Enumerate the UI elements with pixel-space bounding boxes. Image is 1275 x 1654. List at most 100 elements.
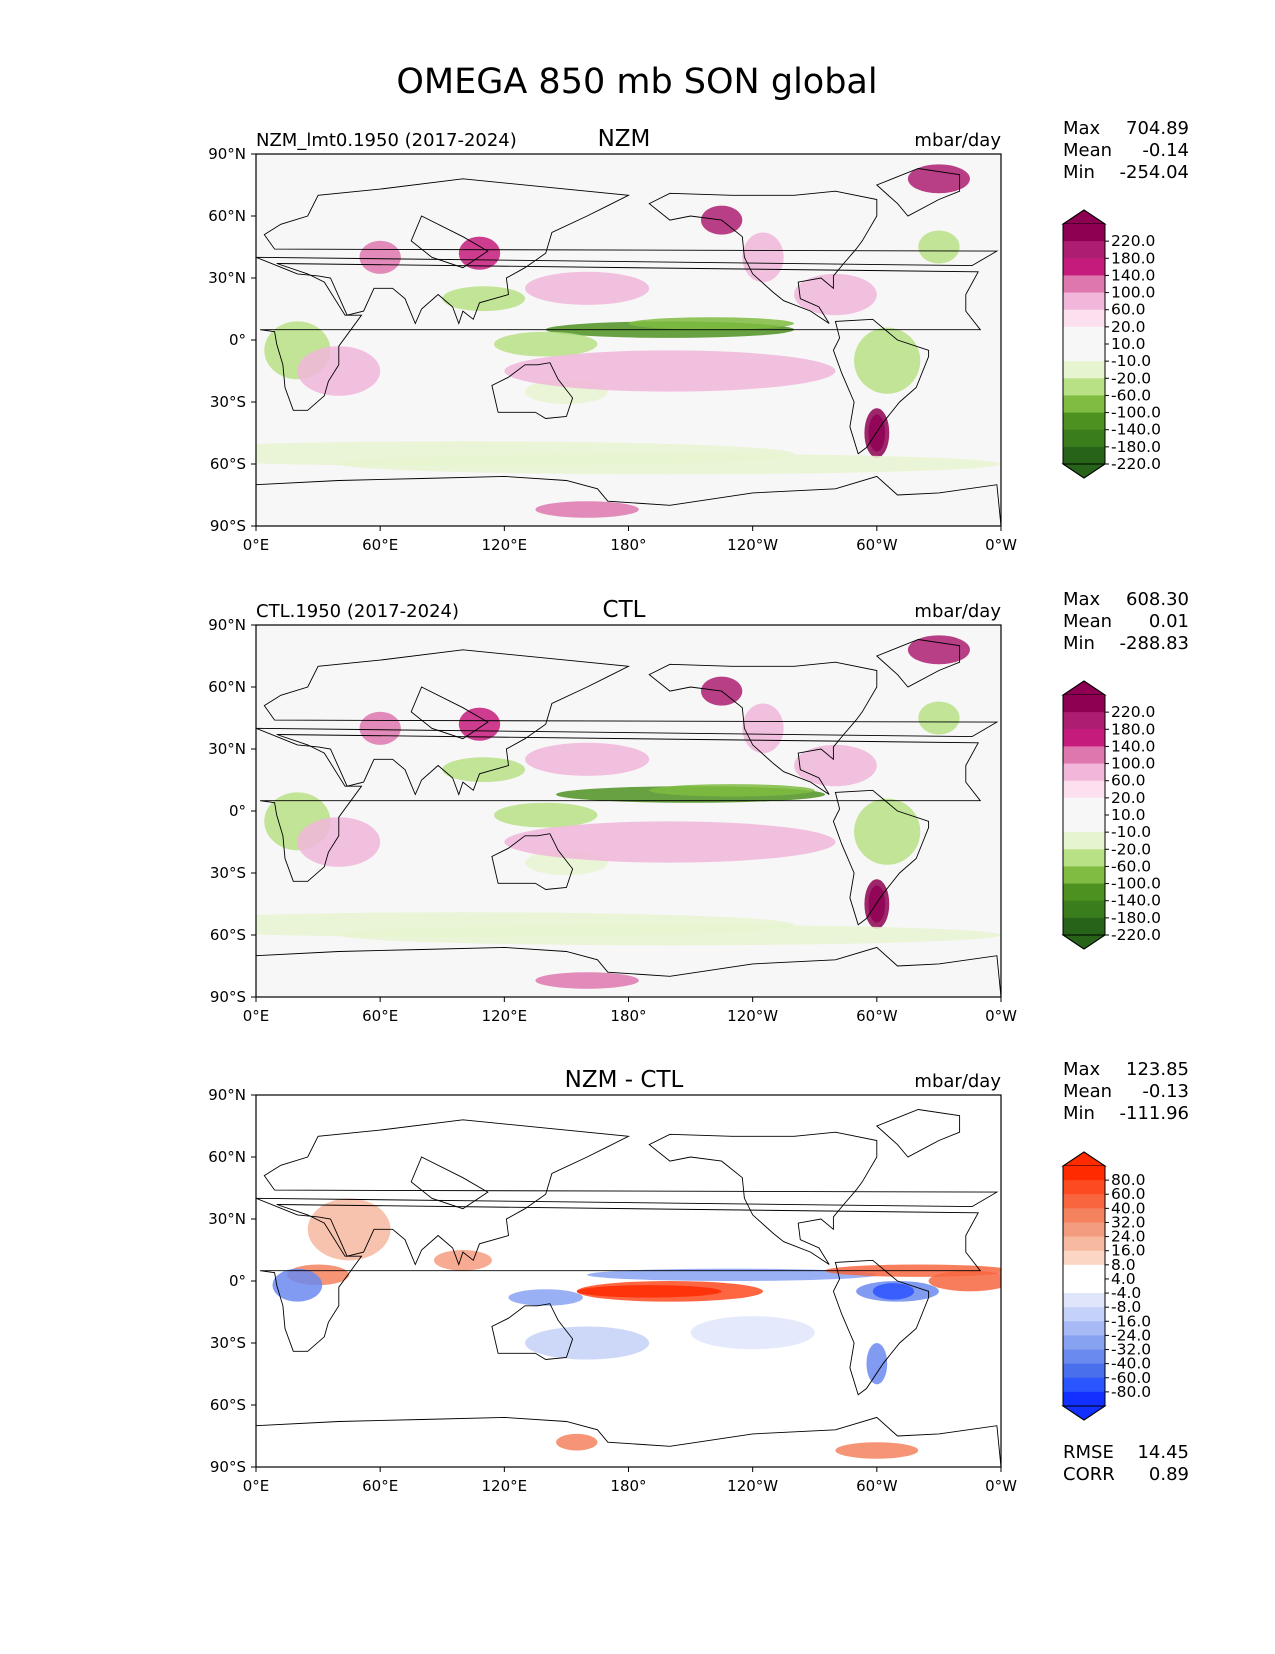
colorbar-segment	[1063, 241, 1105, 259]
stat-label-mean: Mean	[1063, 611, 1112, 632]
stat-value-max: 704.89	[1126, 118, 1189, 139]
colorbar-label: -140.0	[1111, 421, 1161, 439]
field-blob	[359, 240, 401, 274]
x-tick-label: 60°E	[362, 536, 398, 554]
colorbar-segment	[1063, 780, 1105, 799]
colorbar-segment	[1063, 1166, 1105, 1181]
field-blob	[535, 501, 639, 518]
coastline	[256, 475, 1001, 526]
x-tick-label: 0°E	[243, 536, 270, 554]
colorbar-segment	[1063, 1180, 1105, 1195]
coastline	[260, 1204, 982, 1352]
coastline	[410, 1156, 489, 1210]
colorbar-extend-bottom	[1061, 1405, 1107, 1421]
stat-value-mean: -0.14	[1142, 140, 1189, 161]
field-blob	[690, 1316, 815, 1350]
coastline	[260, 263, 982, 411]
field-layer	[256, 635, 1001, 997]
map-panel-1: 0°E 60°E 120°E 180° 120°W 60°W 0°W 90°N 60°N 30°N…	[208, 118, 1189, 554]
colorbar-segment	[1063, 917, 1105, 936]
colorbar-segment	[1063, 1377, 1105, 1393]
colorbar-label: 80.0	[1111, 1171, 1146, 1189]
x-tick-label: 180°	[610, 1477, 646, 1495]
y-tick-label: 60°S	[210, 926, 246, 944]
coastline	[832, 1259, 930, 1396]
panel-units: mbar/day	[914, 1071, 1001, 1092]
colorbar-segment	[1063, 900, 1105, 919]
x-tick-label: 120°W	[727, 1477, 778, 1495]
coastline	[875, 1109, 961, 1158]
colorbar-label: 40.0	[1111, 1199, 1146, 1217]
stat-label-max: Max	[1063, 589, 1101, 610]
coastline	[648, 661, 878, 795]
colorbar-label: 220.0	[1111, 703, 1155, 721]
colorbar-segment	[1063, 1264, 1105, 1280]
x-tick-label: 120°E	[482, 1007, 528, 1025]
stat-label-max: Max	[1063, 118, 1101, 139]
colorbar-label: -4.0	[1111, 1284, 1141, 1302]
colorbar-segment	[1063, 309, 1105, 328]
x-tick-label: 180°	[610, 1007, 646, 1025]
y-tick-label: 60°S	[210, 455, 246, 473]
y-tick-label: 30°N	[208, 1210, 246, 1228]
colorbar-label: 140.0	[1111, 737, 1155, 755]
stat-label-mean: Mean	[1063, 140, 1112, 161]
y-tick-label: 60°N	[208, 207, 246, 225]
colorbar-label: -100.0	[1111, 404, 1161, 422]
colorbar-segment	[1063, 883, 1105, 902]
y-tick-label: 0°	[229, 802, 246, 820]
stat-label-mean: Mean	[1063, 1081, 1112, 1102]
colorbar-label: 220.0	[1111, 232, 1155, 250]
y-tick-label: 0°	[229, 1272, 246, 1290]
colorbar-segment	[1063, 1321, 1105, 1336]
colorbar-segment	[1063, 446, 1105, 465]
x-tick-label: 60°E	[362, 1007, 398, 1025]
colorbar-label: 180.0	[1111, 720, 1155, 738]
colorbar-segment	[1063, 832, 1105, 850]
field-blob	[576, 1285, 722, 1298]
coastline	[648, 190, 878, 324]
colorbar-label: 180.0	[1111, 249, 1155, 267]
colorbar-label: 20.0	[1111, 318, 1146, 336]
colorbar-segment	[1063, 729, 1105, 747]
colorbar-segment	[1063, 849, 1105, 867]
colorbar-label: -60.0	[1111, 1369, 1151, 1387]
stat-value-rmse: 14.45	[1137, 1442, 1189, 1463]
stat-value-corr: 0.89	[1149, 1464, 1189, 1485]
field-blob	[525, 742, 650, 776]
coastline	[491, 362, 574, 419]
colorbar-label: -32.0	[1111, 1341, 1151, 1359]
colorbar-label: -180.0	[1111, 438, 1161, 456]
stat-label-min: Min	[1063, 633, 1095, 654]
x-tick-label: 0°E	[243, 1477, 270, 1495]
colorbar-segment	[1063, 1391, 1105, 1407]
field-blob	[442, 757, 526, 783]
coastline	[491, 833, 574, 890]
colorbar-segment	[1063, 712, 1105, 730]
colorbar-extend-top	[1061, 1151, 1107, 1167]
field-blob	[907, 635, 970, 665]
colorbar-segment	[1063, 378, 1105, 396]
stat-label-max: Max	[1063, 1059, 1101, 1080]
x-tick-label: 0°W	[985, 1477, 1017, 1495]
field-blob	[493, 802, 598, 828]
field-blob	[297, 346, 381, 396]
stat-value-mean: -0.13	[1142, 1081, 1189, 1102]
field-blob	[866, 1343, 888, 1385]
x-tick-label: 180°	[610, 536, 646, 554]
y-tick-label: 30°S	[210, 393, 246, 411]
field-blob	[504, 821, 836, 863]
coastline	[875, 168, 961, 217]
x-tick-label: 0°E	[243, 1007, 270, 1025]
panel-left-title: CTL.1950 (2017-2024)	[256, 601, 459, 622]
field-blob	[525, 1326, 650, 1360]
coastline	[832, 318, 930, 455]
colorbar-label: -20.0	[1111, 369, 1151, 387]
field-blob	[854, 327, 921, 394]
field-blob	[458, 707, 501, 741]
colorbar-segment	[1063, 815, 1105, 833]
colorbar-segment	[1063, 1250, 1105, 1266]
colorbar-segment	[1063, 275, 1105, 294]
coastline	[491, 1303, 574, 1360]
